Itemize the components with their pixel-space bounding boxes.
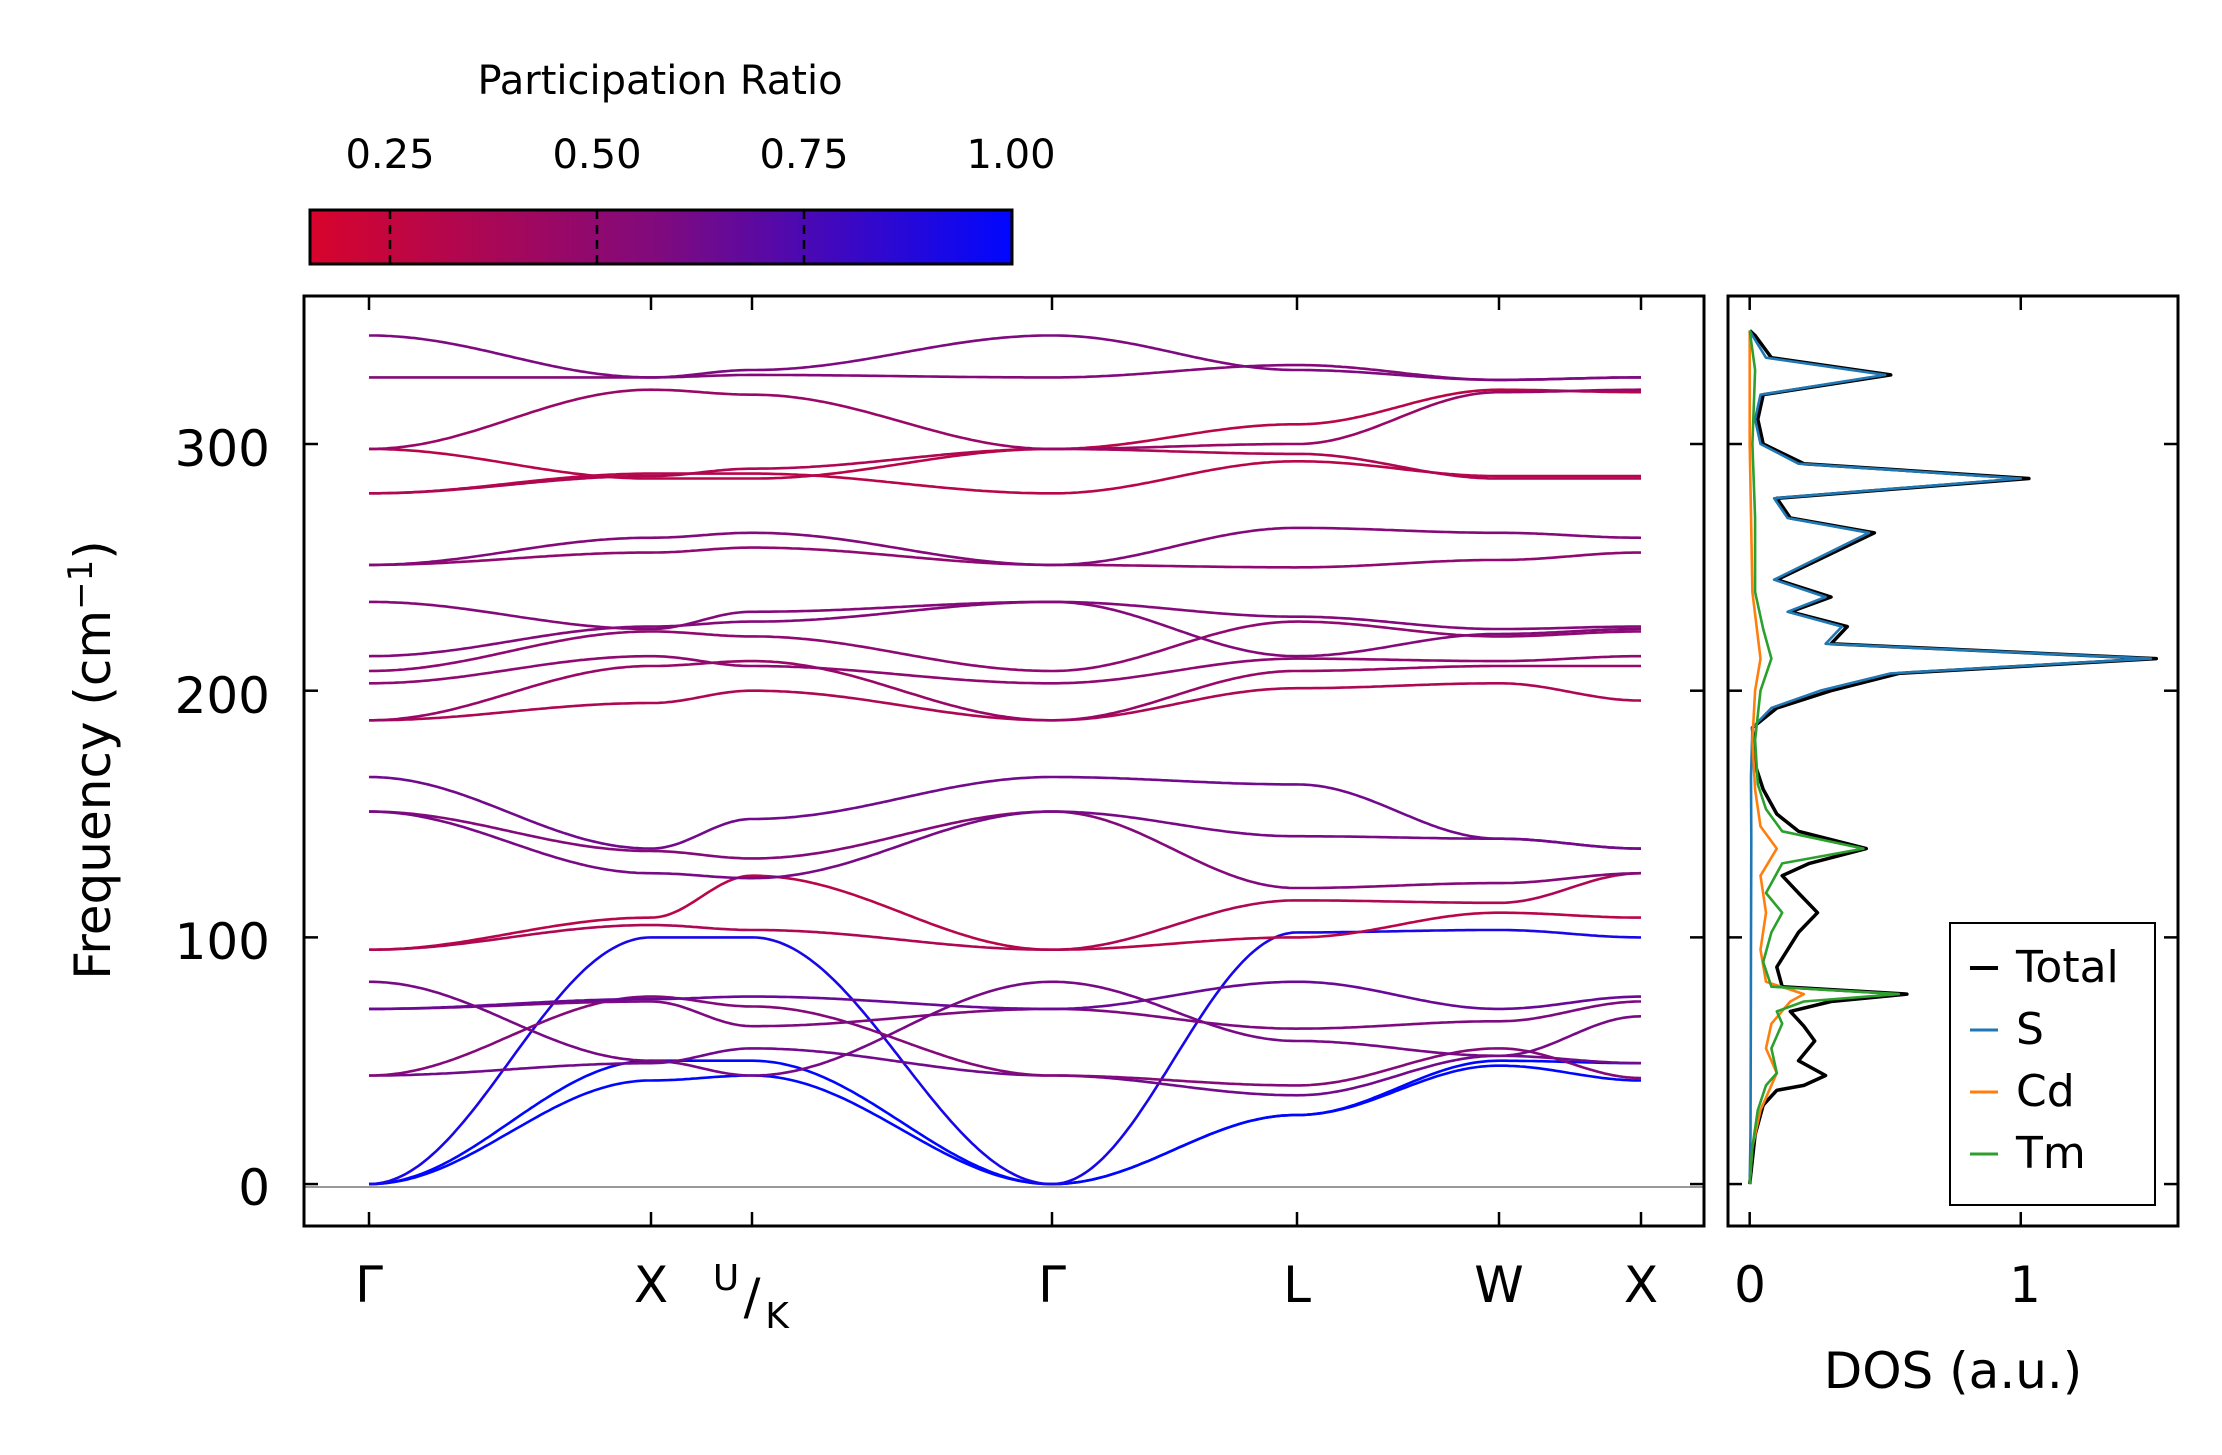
phonon-branch — [369, 810, 1642, 890]
phonon-branch — [368, 600, 1641, 658]
x-tick-label-gamma: Γ — [1038, 1256, 1066, 1314]
legend-label-total: Total — [2015, 942, 2119, 993]
dos-line-tm — [1748, 330, 1901, 1185]
phonon-branch — [369, 334, 1641, 382]
phonon-branch — [369, 388, 1641, 451]
colorbar-gradient — [308, 208, 1014, 266]
x-tick-label-x: X — [1624, 1256, 1658, 1314]
x-tick-labels: Γ X U / K Γ L W X — [355, 1256, 1658, 1337]
phonon-branch — [369, 874, 1641, 951]
phonon-branch — [369, 526, 1642, 567]
dos-line-s — [1748, 329, 2153, 1185]
band-plot-frame — [302, 294, 1706, 1228]
phonon-branch — [368, 775, 1641, 850]
phonon-branch — [369, 659, 1641, 722]
y-axis-label: Frequency (cm−1) — [61, 540, 122, 980]
phonon-branch — [369, 460, 1641, 495]
dos-x-axis-label: DOS (a.u.) — [1824, 1342, 2083, 1400]
phonon-branch — [369, 546, 1641, 569]
band-ticks — [304, 296, 1704, 1226]
legend-label-s: S — [2016, 1004, 2044, 1055]
phonon-branch — [368, 928, 1641, 1186]
dos-ticks — [1728, 296, 2178, 1226]
y-tick-label: 100 — [175, 913, 270, 971]
dos-lines — [1747, 329, 2159, 1185]
band-lines — [368, 334, 1642, 1186]
x-tick-label-u: U — [713, 1258, 739, 1299]
phonon-branch — [368, 1064, 1642, 1186]
dos-plot-frame — [1726, 294, 2180, 1228]
colorbar-title: Participation Ratio — [477, 58, 842, 104]
colorbar-tick-label: 0.75 — [759, 132, 848, 178]
colorbar-tick-label: 1.00 — [966, 132, 1055, 178]
y-tick-label: 200 — [175, 667, 270, 725]
x-tick-label-slash: / — [744, 1268, 761, 1326]
y-tick-labels: 300 200 100 0 — [175, 420, 270, 1217]
colorbar-tick-label: 0.25 — [345, 132, 434, 178]
phonon-branch — [369, 1047, 1641, 1097]
phonon-branch — [369, 995, 1642, 1087]
dos-legend: Total S Cd Tm — [1949, 922, 2156, 1206]
phonon-branch — [368, 388, 1641, 480]
band-structure-panel: 300 200 100 0 Frequency (cm−1) Γ X U / K… — [61, 294, 1706, 1337]
phonon-branch — [369, 654, 1641, 685]
phonon-branch — [369, 980, 1642, 1077]
x-tick-label-gamma: Γ — [355, 1256, 383, 1314]
legend-label-tm: Tm — [2015, 1128, 2086, 1179]
phonon-branch — [369, 810, 1641, 880]
y-tick-label: 0 — [238, 1159, 270, 1217]
dos-panel: 0 1 DOS (a.u.) Total S Cd Tm — [1726, 294, 2180, 1400]
colorbar: Participation Ratio 0.25 0.50 0.75 1.00 — [308, 58, 1056, 266]
phonon-branch — [369, 1000, 1641, 1031]
dos-line-cd — [1748, 330, 1806, 1185]
colorbar-tick-label: 0.50 — [552, 132, 641, 178]
x-tick-label-x: X — [634, 1256, 668, 1314]
phonon-branch — [368, 1059, 1641, 1186]
legend-label-cd: Cd — [2016, 1066, 2075, 1117]
phonon-branch — [368, 620, 1641, 673]
dos-x-tick-label: 1 — [2009, 1256, 2041, 1314]
phonon-branch — [369, 600, 1641, 658]
x-tick-label-w: W — [1474, 1256, 1523, 1314]
y-tick-label: 300 — [175, 420, 270, 478]
phonon-branch — [369, 980, 1641, 1011]
x-tick-label-l: L — [1283, 1256, 1311, 1314]
x-tick-label-k: K — [765, 1296, 790, 1337]
phonon-branch — [369, 871, 1642, 951]
phonon-branch — [369, 682, 1642, 722]
dos-x-tick-label: 0 — [1734, 1256, 1766, 1314]
